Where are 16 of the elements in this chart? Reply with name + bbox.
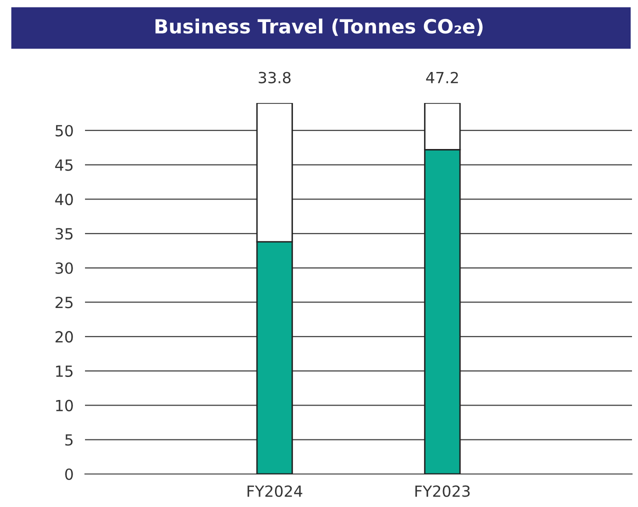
y-tick-label: 35 — [56, 228, 73, 240]
chart-title: Business Travel (Tonnes CO₂e) — [156, 18, 483, 36]
data-label: 47.2 — [426, 72, 458, 84]
y-tick-label: 40 — [55, 194, 73, 206]
y-tick-label: 20 — [56, 331, 73, 343]
x-tick-label: FY2023 — [415, 485, 470, 497]
x-tick-label: FY2024 — [248, 485, 302, 497]
y-tick-label: 0 — [65, 468, 73, 480]
y-tick-label: 25 — [56, 296, 73, 308]
data-label: 33.8 — [258, 72, 291, 84]
y-tick-label: 5 — [65, 434, 73, 446]
y-tick-label: 30 — [56, 262, 73, 274]
y-tick-label: 15 — [56, 366, 73, 377]
y-tick-label: 45 — [55, 160, 73, 171]
y-tick-label: 50 — [56, 124, 73, 137]
y-tick-label: 10 — [56, 400, 73, 412]
